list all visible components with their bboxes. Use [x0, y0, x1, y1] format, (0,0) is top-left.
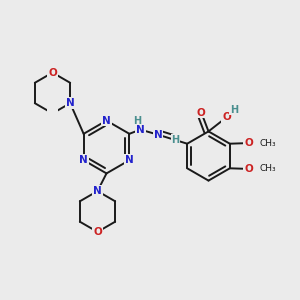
Text: N: N — [79, 155, 88, 165]
Text: N: N — [102, 116, 111, 126]
Text: N: N — [136, 124, 145, 135]
Text: CH₃: CH₃ — [260, 164, 276, 173]
Text: H: H — [171, 135, 180, 145]
Text: O: O — [48, 68, 57, 78]
Text: O: O — [93, 227, 102, 237]
Text: H: H — [133, 116, 141, 126]
Text: O: O — [244, 164, 253, 174]
Text: N: N — [66, 98, 74, 108]
Text: CH₃: CH₃ — [260, 139, 276, 148]
Text: O: O — [48, 68, 57, 78]
Text: O: O — [222, 112, 231, 122]
Text: N: N — [125, 155, 134, 165]
Text: N: N — [93, 186, 102, 196]
Text: N: N — [154, 130, 163, 140]
Text: N: N — [48, 108, 57, 118]
Text: O: O — [244, 138, 253, 148]
Text: H: H — [230, 105, 238, 115]
Text: O: O — [197, 107, 206, 118]
